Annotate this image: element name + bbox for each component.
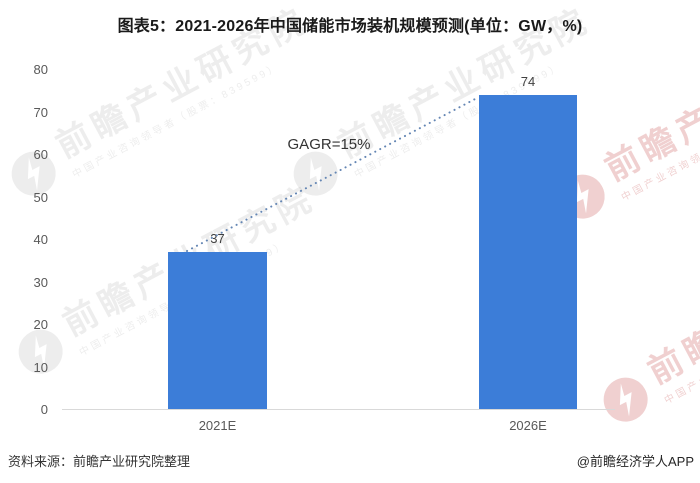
y-axis-tick-label: 60: [33, 147, 48, 162]
y-axis: 0 10 20 30 40 50 60 70 80: [0, 62, 48, 417]
watermark-text: 前瞻产业研究院: [599, 23, 700, 189]
x-axis-label-2026e: 2026E: [509, 418, 547, 433]
bar-value-label-2021e: 37: [210, 230, 225, 246]
cagr-annotation: GAGR=15%: [287, 136, 371, 153]
bar-value-label-2026e: 74: [520, 73, 536, 89]
y-axis-tick-label: 70: [33, 104, 48, 120]
y-axis-tick-label: 50: [33, 189, 48, 205]
y-axis-tick-label: 10: [33, 359, 48, 375]
y-axis-tick-label: 20: [33, 317, 48, 332]
y-axis-tick-label: 40: [33, 232, 48, 247]
bar-group-2021e: 37: [168, 231, 267, 409]
source-note: 资料来源：前瞻产业研究院整理: [8, 454, 191, 469]
watermark-subtext: 中国产业咨询领导者（股票：839599）: [662, 287, 700, 407]
y-axis-tick-label: 80: [33, 62, 48, 77]
y-axis-tick-label: 0: [40, 402, 48, 417]
bar-2026e: [479, 94, 577, 409]
chart-title: 图表5：2021-2026年中国储能市场装机规模预测(单位：GW，%): [117, 18, 583, 35]
watermark-text: 前瞻产业研究院: [642, 226, 700, 392]
footer: 资料来源：前瞻产业研究院整理 @前瞻经济学人APP: [8, 451, 694, 470]
plot-area: 37 74 2021E 2026E: [62, 70, 615, 433]
credit-note: @前瞻经济学人APP: [576, 454, 694, 469]
bar-group-2026e: 74: [479, 73, 577, 409]
bar-2021e: [168, 251, 267, 409]
x-axis-label-2021e: 2021E: [198, 418, 237, 433]
watermark-subtext: 中国产业咨询领导者（股票：839599）: [619, 84, 700, 204]
y-axis-tick-label: 30: [33, 274, 48, 290]
